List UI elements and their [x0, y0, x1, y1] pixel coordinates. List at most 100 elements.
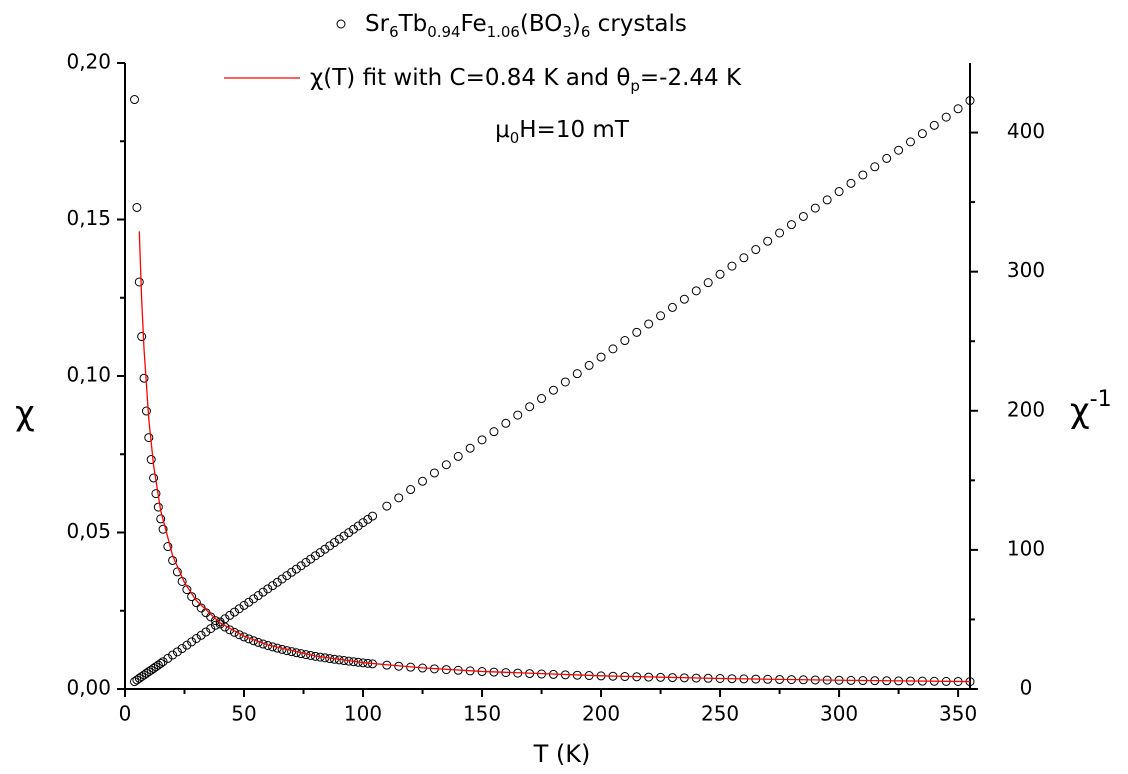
data-point: [406, 485, 416, 495]
y2-tick-label: 200: [1007, 397, 1045, 421]
data-point: [220, 614, 230, 624]
data-point: [144, 433, 154, 443]
data-point: [489, 427, 499, 437]
fit-line: [138, 231, 971, 683]
data-point: [329, 538, 339, 548]
data-point: [465, 443, 475, 453]
data-point: [715, 269, 725, 279]
data-point: [810, 203, 820, 213]
data-point: [137, 672, 147, 682]
y-tick-label: 0,15: [66, 206, 111, 230]
data-point: [358, 518, 368, 528]
legend-label-part: 3: [562, 23, 572, 41]
data-point: [334, 534, 344, 544]
y2-tick-label: 400: [1007, 119, 1045, 143]
x-axis-label: T (K): [533, 740, 591, 768]
data-point: [477, 435, 487, 445]
data-point: [418, 476, 428, 486]
y-tick-label: 0,05: [66, 519, 111, 543]
x-tick-label: 150: [463, 702, 501, 726]
data-point: [537, 394, 547, 404]
legend-label-part: ): [572, 11, 581, 37]
data-point: [596, 352, 606, 362]
data-point: [882, 153, 892, 163]
data-point: [834, 187, 844, 197]
data-point: [134, 277, 144, 287]
x-tick-label: 250: [701, 702, 739, 726]
x-tick-label: 50: [231, 702, 256, 726]
legend-label-part: Fe: [461, 11, 487, 37]
data-point: [210, 616, 220, 626]
data-point: [620, 336, 630, 346]
data-point: [894, 145, 904, 155]
x-tick-label: 200: [582, 702, 620, 726]
annotation-part: 0: [510, 129, 520, 147]
legend-label-part: (BO: [520, 11, 562, 37]
data-point: [132, 675, 142, 685]
data-point: [156, 658, 166, 668]
data-point: [234, 604, 244, 614]
data-point: [858, 170, 868, 180]
data-point: [210, 620, 220, 630]
y-tick-label: 0,00: [66, 676, 111, 700]
data-point: [163, 542, 173, 552]
data-point: [905, 137, 915, 147]
data-point: [727, 261, 737, 271]
x-tick-label: 350: [939, 702, 977, 726]
data-point: [703, 278, 713, 288]
data-point: [353, 521, 363, 531]
data-point: [196, 630, 206, 640]
data-point: [751, 245, 761, 255]
data-point: [320, 544, 330, 554]
data-point: [158, 524, 168, 534]
legend-marker: [336, 19, 346, 29]
data-point: [151, 662, 161, 672]
data-point: [315, 548, 325, 558]
data-point: [268, 581, 278, 591]
data-point: [296, 561, 306, 571]
data-point: [258, 587, 268, 597]
y-axis-label: χ: [15, 394, 35, 434]
data-point: [513, 410, 523, 420]
data-point: [196, 603, 206, 613]
data-point: [339, 531, 349, 541]
data-point: [156, 514, 166, 524]
data-point: [306, 554, 316, 564]
data-point: [965, 96, 975, 106]
data-point: [572, 369, 582, 379]
data-point: [201, 627, 211, 637]
data-point: [172, 647, 182, 657]
legend-label-part: p: [630, 77, 639, 95]
data-point: [141, 668, 151, 678]
data-point: [277, 574, 287, 584]
data-point: [141, 406, 151, 416]
data-point: [763, 236, 773, 246]
data-point: [301, 557, 311, 567]
data-point: [656, 311, 666, 321]
data-point: [822, 195, 832, 205]
legend-label-part: 0.94: [427, 23, 460, 41]
data-point: [249, 594, 259, 604]
legend-label: Sr6Tb0.94Fe1.06(BO3)6 crystals: [365, 11, 687, 42]
data-point: [130, 677, 140, 687]
data-point: [234, 630, 244, 640]
data-point: [441, 460, 451, 470]
data-point: [187, 637, 197, 647]
data-point: [282, 571, 292, 581]
legend-label-part: crystals: [590, 11, 687, 37]
data-point: [139, 670, 149, 680]
data-point: [287, 567, 297, 577]
y2-tick-label: 0: [1020, 676, 1033, 700]
x-tick-label: 0: [119, 702, 132, 726]
data-point: [263, 584, 273, 594]
data-point: [368, 511, 378, 521]
data-point: [953, 104, 963, 114]
y2-tick-label: 300: [1007, 258, 1045, 282]
data-point: [244, 597, 254, 607]
data-point: [206, 624, 216, 634]
data-point: [151, 489, 161, 499]
annotation-part: H=10 mT: [519, 117, 630, 143]
data-point: [394, 493, 404, 503]
data-point: [177, 644, 187, 654]
